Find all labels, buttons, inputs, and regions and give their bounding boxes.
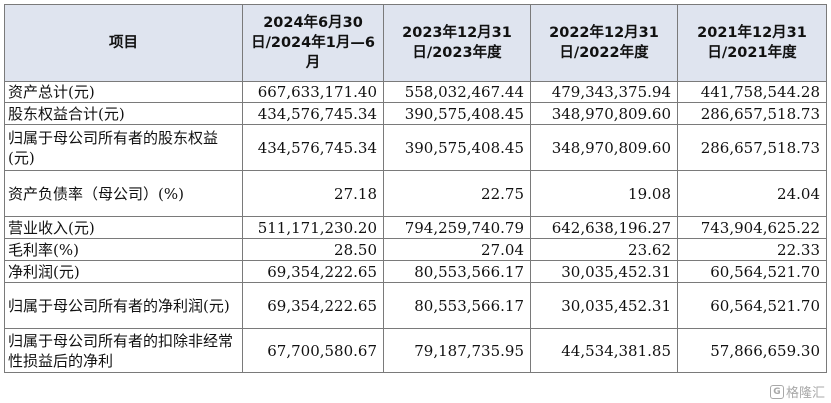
- cell-value: 19.08: [530, 170, 678, 217]
- cell-value: 22.33: [677, 238, 827, 261]
- cell-value: 30,035,452.31: [530, 282, 678, 329]
- row-label: 归属于母公司所有者的股东权益(元): [4, 124, 243, 171]
- cell-value: 22.75: [383, 170, 531, 217]
- row-label: 资产总计(元): [4, 81, 243, 103]
- row-label: 资产负债率（母公司）(%): [4, 170, 243, 217]
- row-label: 营业收入(元): [4, 216, 243, 239]
- financial-table: 项目 2024年6月30日/2024年1月—6月 2023年12月31日/202…: [4, 4, 827, 373]
- row-label: 归属于母公司所有者的净利润(元): [4, 282, 243, 329]
- row-label: 毛利率(%): [4, 238, 243, 261]
- cell-value: 24.04: [677, 170, 827, 217]
- cell-value: 28.50: [242, 238, 384, 261]
- table-row: 营业收入(元) 511,171,230.20 794,259,740.79 64…: [4, 216, 827, 239]
- financial-table-container: 项目 2024年6月30日/2024年1月—6月 2023年12月31日/202…: [4, 4, 827, 373]
- row-label: 净利润(元): [4, 260, 243, 283]
- cell-value: 348,970,809.60: [530, 102, 678, 125]
- table-row: 股东权益合计(元) 434,576,745.34 390,575,408.45 …: [4, 102, 827, 125]
- table-row: 归属于母公司所有者的扣除非经常性损益后的净利 67,700,580.67 79,…: [4, 328, 827, 373]
- cell-value: 80,553,566.17: [383, 260, 531, 283]
- table-row: 净利润(元) 69,354,222.65 80,553,566.17 30,03…: [4, 260, 827, 283]
- cell-value: 27.04: [383, 238, 531, 261]
- cell-value: 743,904,625.22: [677, 216, 827, 239]
- cell-value: 79,187,735.95: [383, 328, 531, 373]
- cell-value: 69,354,222.65: [242, 260, 384, 283]
- cell-value: 80,553,566.17: [383, 282, 531, 329]
- cell-value: 67,700,580.67: [242, 328, 384, 373]
- table-row: 资产负债率（母公司）(%) 27.18 22.75 19.08 24.04: [4, 170, 827, 217]
- cell-value: 30,035,452.31: [530, 260, 678, 283]
- table-row: 归属于母公司所有者的股东权益(元) 434,576,745.34 390,575…: [4, 124, 827, 171]
- cell-value: 441,758,544.28: [677, 81, 827, 103]
- cell-value: 642,638,196.27: [530, 216, 678, 239]
- table-row: 归属于母公司所有者的净利润(元) 69,354,222.65 80,553,56…: [4, 282, 827, 329]
- header-period-2023: 2023年12月31日/2023年度: [383, 4, 531, 82]
- cell-value: 390,575,408.45: [383, 102, 531, 125]
- header-row: 项目 2024年6月30日/2024年1月—6月 2023年12月31日/202…: [4, 4, 827, 82]
- row-label: 归属于母公司所有者的扣除非经常性损益后的净利: [4, 328, 243, 373]
- cell-value: 434,576,745.34: [242, 102, 384, 125]
- watermark-logo-icon: G: [769, 384, 784, 399]
- cell-value: 44,534,381.85: [530, 328, 678, 373]
- cell-value: 57,866,659.30: [677, 328, 827, 373]
- cell-value: 511,171,230.20: [242, 216, 384, 239]
- header-period-2024h1: 2024年6月30日/2024年1月—6月: [242, 4, 384, 82]
- cell-value: 69,354,222.65: [242, 282, 384, 329]
- watermark-text: 格隆汇: [785, 386, 825, 401]
- watermark: G 格隆汇: [769, 382, 825, 401]
- cell-value: 286,657,518.73: [677, 102, 827, 125]
- cell-value: 23.62: [530, 238, 678, 261]
- cell-value: 558,032,467.44: [383, 81, 531, 103]
- cell-value: 27.18: [242, 170, 384, 217]
- header-item: 项目: [4, 4, 243, 82]
- cell-value: 286,657,518.73: [677, 124, 827, 171]
- cell-value: 434,576,745.34: [242, 124, 384, 171]
- header-period-2022: 2022年12月31日/2022年度: [530, 4, 678, 82]
- cell-value: 479,343,375.94: [530, 81, 678, 103]
- table-row: 资产总计(元) 667,633,171.40 558,032,467.44 47…: [4, 81, 827, 103]
- cell-value: 390,575,408.45: [383, 124, 531, 171]
- row-label: 股东权益合计(元): [4, 102, 243, 125]
- cell-value: 348,970,809.60: [530, 124, 678, 171]
- cell-value: 60,564,521.70: [677, 282, 827, 329]
- cell-value: 667,633,171.40: [242, 81, 384, 103]
- cell-value: 794,259,740.79: [383, 216, 531, 239]
- cell-value: 60,564,521.70: [677, 260, 827, 283]
- header-period-2021: 2021年12月31日/2021年度: [677, 4, 827, 82]
- table-row: 毛利率(%) 28.50 27.04 23.62 22.33: [4, 238, 827, 261]
